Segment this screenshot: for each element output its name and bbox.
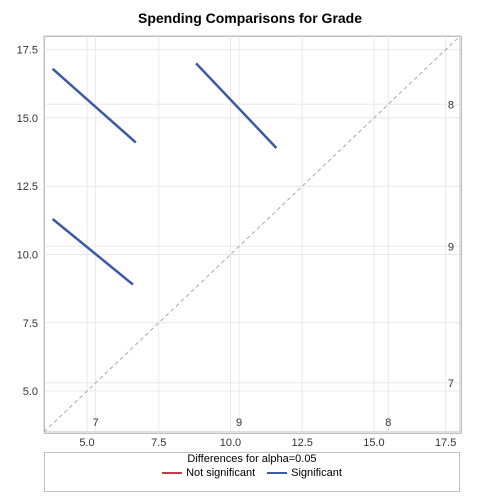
svg-text:10.0: 10.0 — [17, 249, 38, 261]
svg-text:15.0: 15.0 — [17, 113, 38, 125]
legend-title: Differences for alpha=0.05 — [45, 453, 459, 465]
svg-text:5.0: 5.0 — [79, 437, 94, 449]
legend-label: Not significant — [186, 467, 255, 479]
legend-item: Significant — [267, 467, 342, 479]
chart-title: Spending Comparisons for Grade — [0, 0, 500, 26]
svg-text:17.5: 17.5 — [435, 437, 456, 449]
legend-item: Not significant — [162, 467, 255, 479]
chart-container: Spending Comparisons for Grade 5.0 7.5 10.… — [0, 0, 500, 500]
legend-items: Not significant Significant — [45, 467, 459, 479]
legend-swatch — [162, 472, 182, 474]
legend: Differences for alpha=0.05 Not significa… — [44, 452, 460, 492]
svg-text:5.0: 5.0 — [23, 386, 38, 398]
legend-swatch — [267, 472, 287, 474]
svg-text:12.5: 12.5 — [17, 181, 38, 193]
svg-text:10.0: 10.0 — [220, 437, 241, 449]
svg-text:7.5: 7.5 — [151, 437, 166, 449]
svg-text:12.5: 12.5 — [291, 437, 312, 449]
legend-label: Significant — [291, 467, 342, 479]
plot-area — [44, 36, 462, 434]
svg-text:7.5: 7.5 — [23, 318, 38, 330]
svg-text:15.0: 15.0 — [363, 437, 384, 449]
svg-text:17.5: 17.5 — [17, 45, 38, 57]
